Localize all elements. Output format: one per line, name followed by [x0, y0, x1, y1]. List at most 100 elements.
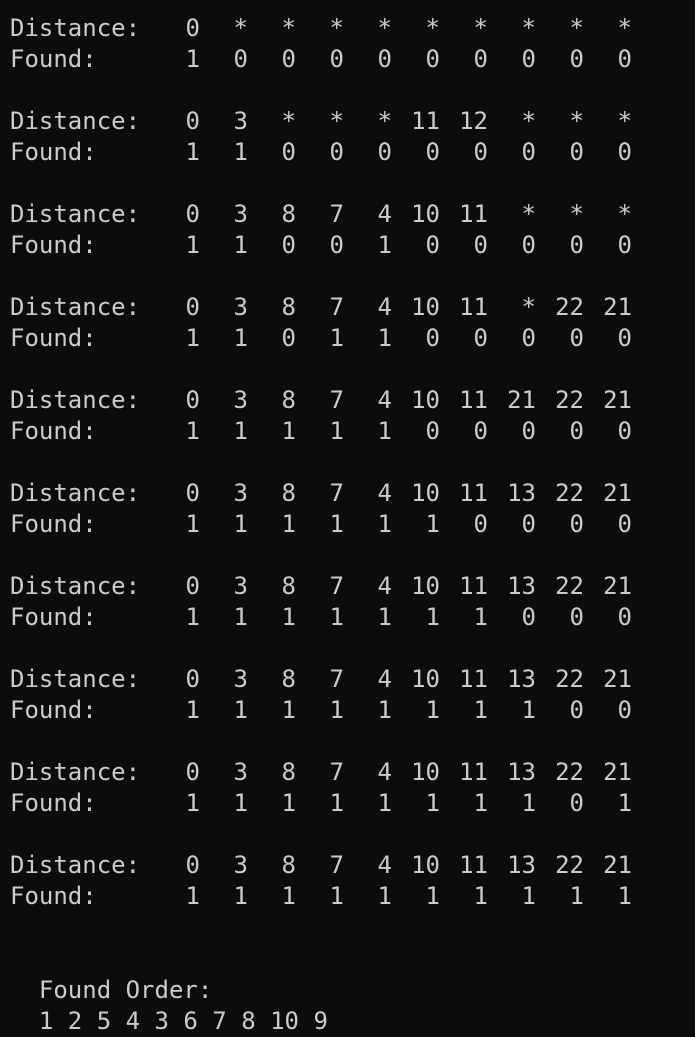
found-value: 0 — [425, 324, 440, 352]
distance-label: Distance: — [10, 665, 141, 693]
distance-value: 3 — [233, 293, 248, 321]
found-value: 1 — [521, 789, 536, 817]
found-label: Found: — [10, 696, 97, 724]
found-value: 0 — [617, 45, 632, 73]
distance-value: 22 — [555, 572, 584, 600]
distance-row: Distance: 0 3 8 7 4 10 11 21 22 21 — [10, 385, 690, 416]
distance-value: 11 — [459, 758, 488, 786]
distance-value: 4 — [377, 758, 392, 786]
found-value: 0 — [425, 45, 440, 73]
distance-value: 13 — [507, 479, 536, 507]
distance-value: 11 — [459, 851, 488, 879]
found-order-values: 1 2 5 4 3 6 7 8 10 9 — [38, 1007, 328, 1035]
distance-value: 22 — [555, 851, 584, 879]
found-value: 0 — [617, 324, 632, 352]
found-row: Found: 1 1 0 1 1 0 0 0 0 0 — [10, 323, 690, 354]
found-row: Found: 1 1 0 0 1 0 0 0 0 0 — [10, 230, 690, 261]
found-value: 1 — [185, 45, 200, 73]
distance-value: 3 — [233, 572, 248, 600]
found-label: Found: — [10, 45, 97, 73]
found-value: 1 — [281, 882, 296, 910]
found-value: 0 — [425, 138, 440, 166]
distance-value: * — [329, 14, 344, 42]
distance-value: 8 — [281, 386, 296, 414]
found-row: Found: 1 1 1 1 1 1 1 1 0 0 — [10, 695, 690, 726]
distance-row: Distance: 0 3 8 7 4 10 11 * 22 21 — [10, 292, 690, 323]
found-value: 1 — [521, 696, 536, 724]
found-row: Found: 1 1 1 1 1 1 1 1 0 1 — [10, 788, 690, 819]
found-value: 1 — [281, 603, 296, 631]
found-value: 1 — [377, 603, 392, 631]
found-value: 0 — [569, 324, 584, 352]
found-row: Found: 1 0 0 0 0 0 0 0 0 0 — [10, 44, 690, 75]
distance-value: 21 — [603, 572, 632, 600]
found-value: 1 — [233, 789, 248, 817]
distance-value: 10 — [411, 758, 440, 786]
distance-label: Distance: — [10, 479, 141, 507]
distance-row: Distance: 0 3 8 7 4 10 11 13 22 21 — [10, 478, 690, 509]
distance-value: 22 — [555, 479, 584, 507]
distance-value: 0 — [185, 665, 200, 693]
found-row: Found: 1 1 1 1 1 0 0 0 0 0 — [10, 416, 690, 447]
found-value: 1 — [329, 324, 344, 352]
distance-value: 11 — [459, 293, 488, 321]
found-value: 1 — [185, 138, 200, 166]
found-row: Found: 1 1 1 1 1 1 0 0 0 0 — [10, 509, 690, 540]
found-value: 0 — [281, 324, 296, 352]
distance-value: 7 — [329, 293, 344, 321]
found-value: 0 — [281, 231, 296, 259]
distance-value: 7 — [329, 758, 344, 786]
distance-value: * — [569, 200, 584, 228]
found-value: 1 — [185, 231, 200, 259]
distance-value: 22 — [555, 665, 584, 693]
distance-label: Distance: — [10, 572, 141, 600]
distance-value: 10 — [411, 572, 440, 600]
found-value: 1 — [329, 510, 344, 538]
distance-value: 7 — [329, 665, 344, 693]
distance-row: Distance: 0 * * * * * * * * * — [10, 13, 690, 44]
distance-value: * — [569, 107, 584, 135]
found-value: 0 — [425, 231, 440, 259]
found-value: 0 — [521, 231, 536, 259]
found-value: 1 — [377, 510, 392, 538]
distance-value: 8 — [281, 665, 296, 693]
found-value: 0 — [617, 603, 632, 631]
found-value: 1 — [521, 882, 536, 910]
found-value: 1 — [233, 324, 248, 352]
distance-value: 13 — [507, 851, 536, 879]
distance-value: 11 — [459, 386, 488, 414]
distance-value: 7 — [329, 572, 344, 600]
found-value: 0 — [473, 510, 488, 538]
distance-value: 3 — [233, 758, 248, 786]
found-row: Found: 1 1 1 1 1 1 1 1 1 1 — [10, 881, 690, 912]
distance-row: Distance: 0 3 8 7 4 10 11 13 22 21 — [10, 850, 690, 881]
distance-value: 21 — [603, 479, 632, 507]
distance-value: 7 — [329, 851, 344, 879]
found-value: 0 — [617, 231, 632, 259]
found-value: 1 — [233, 696, 248, 724]
found-value: 1 — [233, 231, 248, 259]
distance-value: 7 — [329, 479, 344, 507]
found-value: 1 — [329, 882, 344, 910]
distance-value: 0 — [185, 293, 200, 321]
distance-value: 3 — [233, 200, 248, 228]
distance-value: 10 — [411, 851, 440, 879]
distance-value: 10 — [411, 293, 440, 321]
found-value: 1 — [233, 417, 248, 445]
found-value: 1 — [281, 417, 296, 445]
found-value: 0 — [521, 324, 536, 352]
found-value: 1 — [233, 603, 248, 631]
found-value: 0 — [569, 138, 584, 166]
found-value: 1 — [185, 510, 200, 538]
distance-value: 21 — [603, 293, 632, 321]
found-value: 0 — [473, 324, 488, 352]
distance-value: * — [521, 107, 536, 135]
found-value: 0 — [569, 417, 584, 445]
found-label: Found: — [10, 138, 97, 166]
distance-value: 11 — [459, 479, 488, 507]
found-value: 0 — [473, 417, 488, 445]
found-value: 0 — [521, 603, 536, 631]
found-value: 1 — [185, 789, 200, 817]
distance-value: * — [617, 200, 632, 228]
found-value: 0 — [521, 138, 536, 166]
